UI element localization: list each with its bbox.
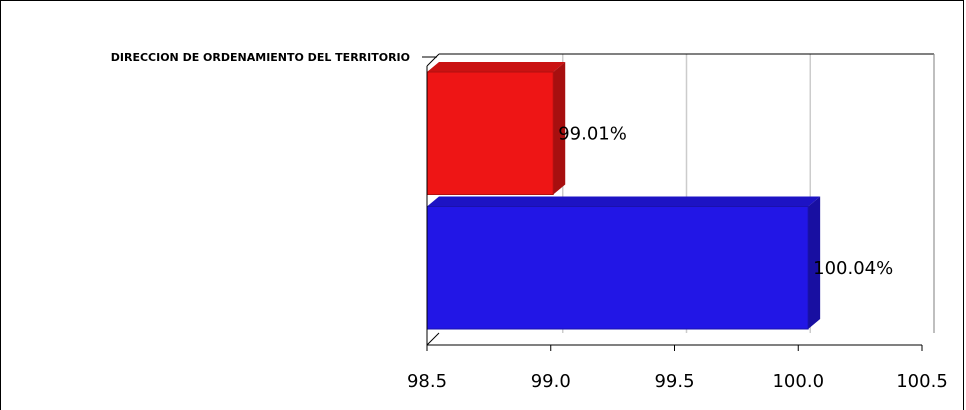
bar-side-face <box>553 62 566 195</box>
data-label: 100.04% <box>813 258 893 279</box>
category-label: DIRECCION DE ORDENAMIENTO DEL TERRITORIO <box>111 51 410 64</box>
bar-front-face <box>426 71 554 195</box>
bar <box>426 196 821 330</box>
bar-top-face <box>427 62 566 72</box>
x-tick-label: 99.5 <box>654 371 694 392</box>
x-tick-label: 99.0 <box>531 371 571 392</box>
x-tick-label: 100.5 <box>896 371 948 392</box>
bar-top-face <box>427 196 821 207</box>
x-tick-layer: 98.5 99.0 99.5 100.0 100.5 <box>407 345 948 392</box>
bar <box>426 62 566 195</box>
bar-layer <box>426 62 821 330</box>
data-label-layer: 99.01% 100.04% <box>558 123 893 279</box>
depth-bottom-edge <box>426 332 440 346</box>
x-tick-label: 98.5 <box>407 371 447 392</box>
depth-top-edge <box>426 53 440 67</box>
data-label: 99.01% <box>558 123 627 144</box>
x-tick-label: 100.0 <box>772 371 824 392</box>
bar-front-face <box>426 206 809 330</box>
bar-side-face <box>808 196 821 329</box>
